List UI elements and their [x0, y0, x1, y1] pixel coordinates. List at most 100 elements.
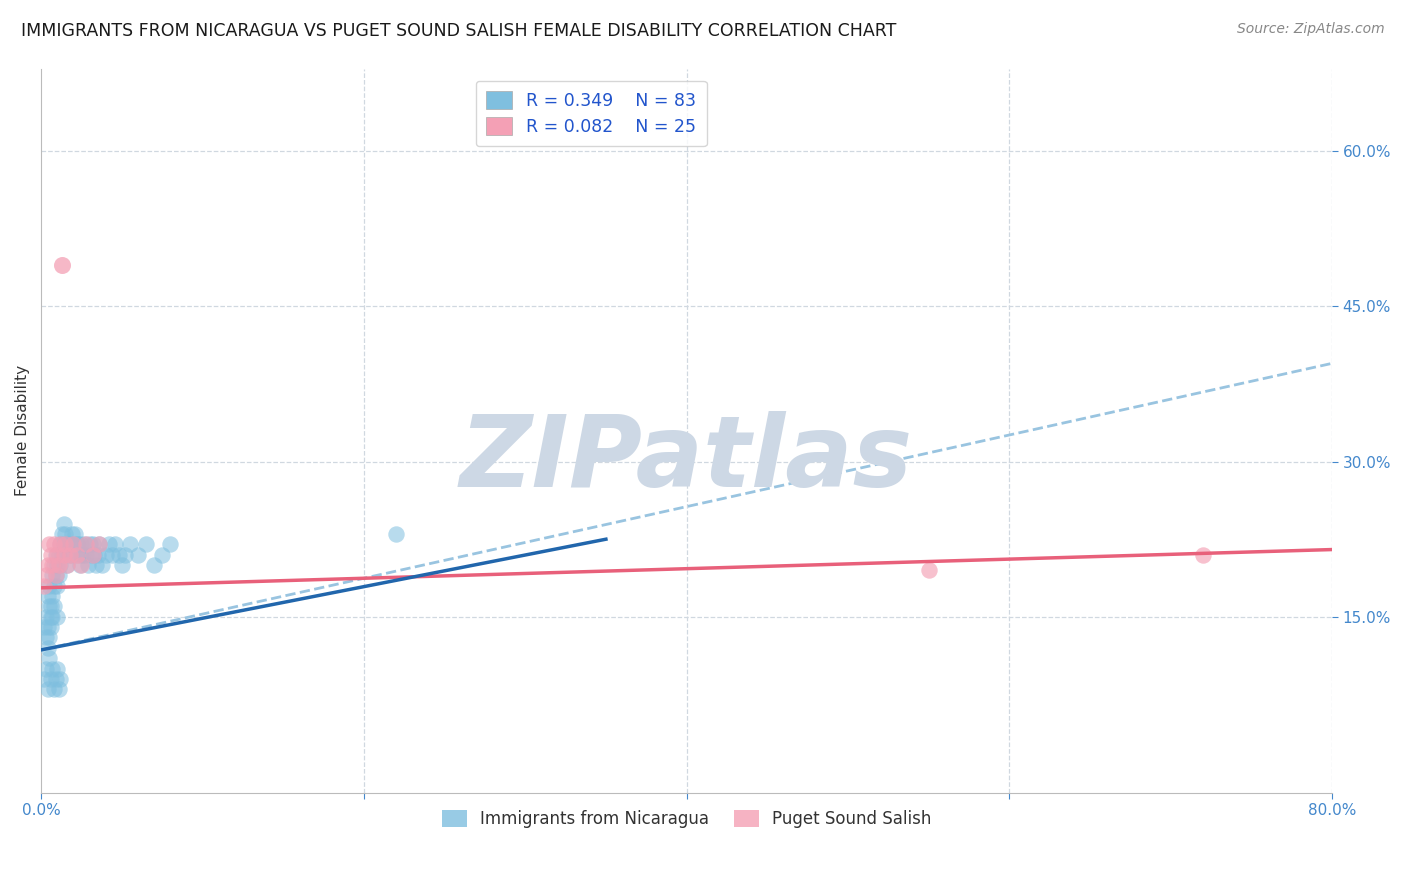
Point — [48, 568, 70, 582]
Point — [82, 537, 104, 551]
Point — [49, 537, 72, 551]
Point — [37, 682, 59, 697]
Point — [39, 548, 62, 562]
Point — [52, 537, 75, 551]
Point — [45, 568, 67, 582]
Point — [53, 527, 76, 541]
Point — [42, 537, 65, 551]
Point — [35, 568, 58, 582]
Point — [38, 579, 60, 593]
Point — [62, 537, 84, 551]
Point — [35, 631, 58, 645]
Point — [77, 558, 100, 572]
Point — [94, 548, 117, 562]
Point — [59, 537, 82, 551]
Point — [72, 548, 94, 562]
Point — [79, 537, 101, 551]
Text: Source: ZipAtlas.com: Source: ZipAtlas.com — [1237, 22, 1385, 37]
Point — [56, 558, 79, 572]
Point — [41, 661, 63, 675]
Point — [38, 537, 60, 551]
Point — [70, 537, 93, 551]
Point — [41, 589, 63, 603]
Point — [34, 672, 56, 686]
Y-axis label: Female Disability: Female Disability — [15, 365, 30, 496]
Point — [97, 537, 120, 551]
Point — [70, 548, 93, 562]
Point — [37, 589, 59, 603]
Point — [38, 631, 60, 645]
Point — [114, 548, 136, 562]
Point — [56, 558, 79, 572]
Point — [135, 537, 157, 551]
Point — [41, 558, 63, 572]
Point — [46, 548, 69, 562]
Point — [89, 537, 111, 551]
Point — [53, 537, 76, 551]
Point — [917, 563, 939, 577]
Point — [80, 548, 103, 562]
Point — [65, 548, 87, 562]
Point — [48, 682, 70, 697]
Point — [41, 568, 63, 582]
Point — [38, 651, 60, 665]
Point — [101, 548, 124, 562]
Point — [63, 527, 86, 541]
Point — [159, 537, 181, 551]
Point — [82, 548, 104, 562]
Point — [118, 537, 141, 551]
Point — [49, 672, 72, 686]
Point — [52, 548, 75, 562]
Point — [42, 682, 65, 697]
Point — [52, 516, 75, 531]
Point — [70, 558, 93, 572]
Point — [58, 548, 80, 562]
Point — [45, 568, 67, 582]
Point — [35, 609, 58, 624]
Point — [51, 527, 73, 541]
Point — [67, 537, 90, 551]
Point — [42, 579, 65, 593]
Point — [37, 640, 59, 655]
Point — [35, 661, 58, 675]
Point — [46, 661, 69, 675]
Point — [41, 609, 63, 624]
Point — [39, 609, 62, 624]
Point — [150, 548, 173, 562]
Point — [91, 558, 114, 572]
Point — [69, 558, 91, 572]
Point — [59, 548, 82, 562]
Point — [42, 599, 65, 614]
Point — [49, 558, 72, 572]
Point — [34, 579, 56, 593]
Point — [111, 558, 134, 572]
Point — [51, 548, 73, 562]
Point — [42, 558, 65, 572]
Text: ZIPatlas: ZIPatlas — [460, 411, 912, 508]
Point — [75, 537, 97, 551]
Point — [60, 527, 83, 541]
Point — [84, 558, 107, 572]
Point — [49, 537, 72, 551]
Point — [65, 548, 87, 562]
Point — [45, 672, 67, 686]
Text: IMMIGRANTS FROM NICARAGUA VS PUGET SOUND SALISH FEMALE DISABILITY CORRELATION CH: IMMIGRANTS FROM NICARAGUA VS PUGET SOUND… — [21, 22, 897, 40]
Point — [107, 548, 129, 562]
Legend: Immigrants from Nicaragua, Puget Sound Salish: Immigrants from Nicaragua, Puget Sound S… — [434, 804, 938, 835]
Point — [48, 558, 70, 572]
Point — [73, 537, 96, 551]
Point — [1192, 548, 1215, 562]
Point — [56, 537, 79, 551]
Point — [65, 537, 87, 551]
Point — [89, 537, 111, 551]
Point — [127, 548, 149, 562]
Point — [37, 620, 59, 634]
Point — [385, 527, 408, 541]
Point — [51, 258, 73, 272]
Point — [39, 620, 62, 634]
Point — [104, 537, 127, 551]
Point — [83, 548, 105, 562]
Point — [46, 558, 69, 572]
Point — [39, 599, 62, 614]
Point — [143, 558, 166, 572]
